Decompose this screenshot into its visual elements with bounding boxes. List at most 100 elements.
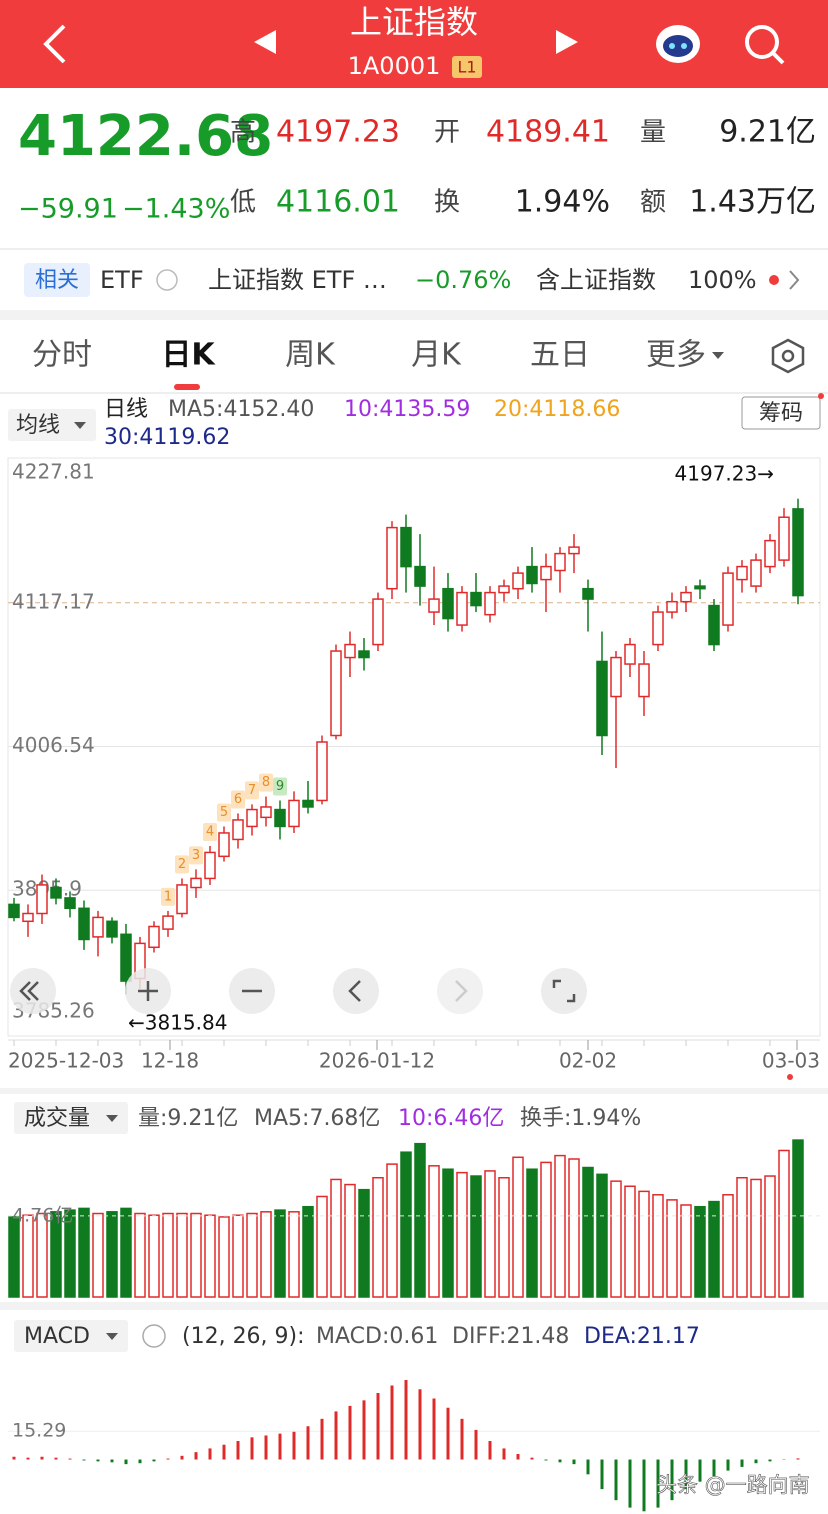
line-name: 日线 [104, 397, 148, 422]
field-value: 4189.41 [486, 115, 610, 150]
candle-body [288, 799, 300, 828]
info-icon[interactable] [142, 1324, 166, 1348]
candle-body [372, 598, 384, 646]
candle-body [232, 819, 244, 841]
ma30: 30:4119.62 [104, 425, 230, 450]
candle-body [666, 600, 678, 613]
candle-body [162, 915, 174, 930]
search-icon[interactable] [745, 25, 785, 65]
icon [348, 980, 361, 1002]
tab[interactable]: 五日 [530, 338, 590, 373]
robot-icon[interactable] [656, 25, 700, 63]
watermark: 头条 @一路向南 [656, 1473, 810, 1497]
volume-bar [442, 1168, 454, 1298]
volume-bar [176, 1212, 188, 1298]
divider [0, 392, 828, 394]
volume-indicator-button[interactable] [14, 1102, 128, 1134]
volume-bar [652, 1194, 664, 1298]
tab[interactable]: 分时 [32, 338, 92, 373]
volume-bar [92, 1212, 104, 1298]
prev[interactable] [333, 968, 379, 1014]
x-tick-label: 12-18 [141, 1049, 199, 1073]
macd-indicator-button[interactable] [14, 1320, 128, 1352]
etf-label[interactable]: ETF [100, 266, 144, 294]
field-value: 1.94% [515, 185, 610, 220]
indicator-button[interactable] [8, 409, 96, 441]
candle-body [778, 516, 790, 561]
y-tick-label: 4227.81 [12, 460, 95, 484]
chips-button[interactable] [741, 396, 821, 430]
contains-pct: 100% [688, 266, 757, 294]
td-badge [203, 822, 217, 841]
next[interactable] [437, 968, 483, 1014]
volume-bar [260, 1211, 272, 1298]
y-tick-label: 4117.17 [12, 589, 95, 613]
related-tag: 相关 [35, 268, 79, 293]
candle-body [512, 572, 524, 590]
chips-text: 筹码 [759, 401, 803, 426]
x-tick-label: 2025-12-03 [8, 1049, 124, 1073]
volume-bar [470, 1175, 482, 1298]
back-button[interactable] [43, 24, 66, 64]
td-label: 1 [164, 889, 172, 904]
prev-button[interactable] [254, 30, 276, 54]
td-badge [217, 803, 231, 822]
field-label: 量 [640, 118, 666, 148]
scroll-left[interactable] [10, 968, 56, 1014]
td-badge [161, 887, 175, 906]
tab[interactable]: 周K [285, 338, 336, 373]
icon [19, 981, 39, 1001]
td-label: 8 [262, 775, 270, 790]
volume-bar [414, 1142, 426, 1298]
change-pct: −1.43% [122, 194, 230, 225]
td-badge [231, 790, 245, 809]
tab[interactable]: 月K [411, 338, 462, 373]
candle-body [344, 643, 356, 659]
volume-bar [456, 1171, 468, 1298]
field-value: 9.21亿 [719, 115, 816, 150]
candle-body [358, 650, 370, 659]
volume-bar [120, 1207, 132, 1298]
volume-bar [372, 1176, 384, 1298]
tab-underline [174, 384, 200, 390]
y-tick-label: 4.76亿 [12, 1204, 73, 1226]
volume-bar [750, 1178, 762, 1298]
volume-bar [50, 1211, 62, 1298]
next-button[interactable] [556, 30, 578, 54]
candle-body [554, 552, 566, 572]
field-label: 额 [640, 188, 666, 218]
candle-body [92, 916, 104, 938]
info-icon[interactable] [156, 269, 178, 291]
candle-body [526, 565, 538, 585]
volume-bar [316, 1195, 328, 1298]
volume-bar [498, 1176, 510, 1298]
volume-bar [666, 1199, 678, 1298]
tab[interactable]: 更多 [646, 338, 706, 373]
volume-bar [288, 1211, 300, 1298]
td-label: 7 [248, 783, 256, 798]
volume-bar [246, 1212, 258, 1298]
td-label: 3 [192, 848, 200, 863]
gap [0, 1302, 828, 1310]
ma10: 10:4135.59 [344, 397, 470, 422]
x-tick-label: 2026-01-12 [319, 1049, 435, 1073]
fullscreen[interactable] [541, 968, 587, 1014]
icon [552, 979, 576, 1003]
td-badge [273, 777, 287, 796]
candle-body [470, 591, 482, 607]
etf-fund[interactable]: 上证指数 ETF … [208, 266, 387, 294]
candle-body [750, 559, 762, 587]
more-arrow[interactable] [789, 270, 800, 290]
candle-body [722, 572, 734, 626]
candle-body [484, 591, 496, 616]
macd-indicator: MACD [24, 1324, 90, 1349]
tab[interactable]: 日K [161, 338, 216, 373]
settings-icon[interactable] [771, 338, 805, 374]
td-badge [175, 855, 189, 874]
candle-body [680, 591, 692, 603]
field-label: 换 [434, 188, 460, 218]
candle-body [610, 656, 622, 698]
volume-bar [680, 1204, 692, 1298]
volume-bar [218, 1216, 230, 1298]
